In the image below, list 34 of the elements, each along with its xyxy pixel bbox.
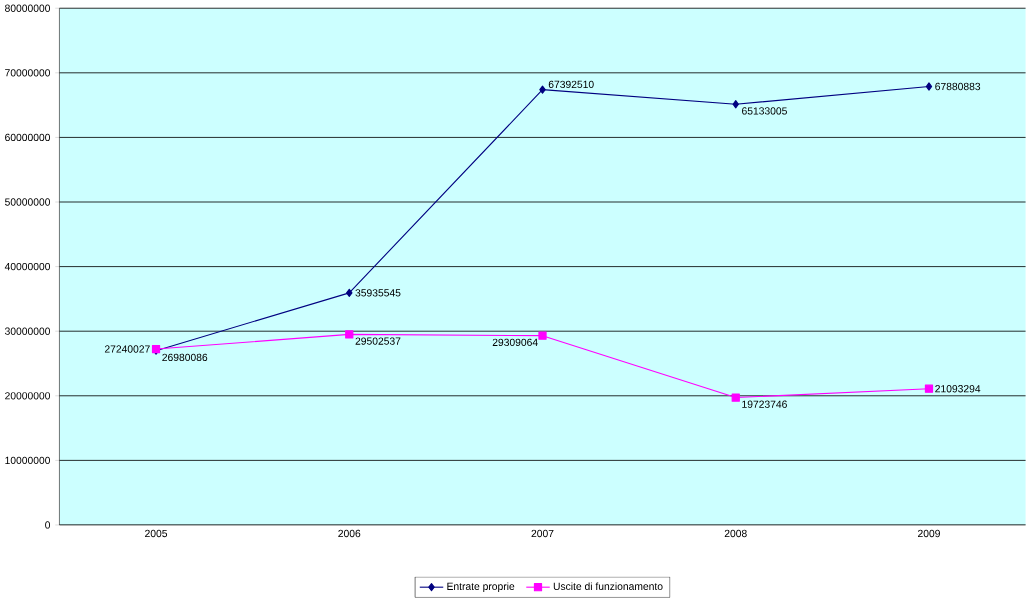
x-tick-label: 2007	[531, 529, 554, 538]
x-tick-label: 2005	[145, 529, 168, 538]
data-label: 21093294	[935, 385, 981, 393]
data-label: 35935545	[355, 289, 401, 297]
y-tick-label: 80000000	[5, 4, 51, 13]
point	[346, 288, 353, 298]
data-label: 67392510	[548, 80, 594, 89]
data-label: 29309064	[492, 338, 538, 347]
x-tick-label: 2008	[724, 529, 747, 538]
legend-label: Uscite di funzionamento	[553, 582, 663, 591]
y-tick-label: 0	[45, 521, 51, 529]
data-label: 19723746	[742, 400, 787, 409]
point	[539, 85, 546, 94]
point	[925, 82, 933, 91]
data-label: 29502537	[355, 337, 401, 345]
y-tick-label: 50000000	[5, 198, 51, 206]
y-tick-label: 40000000	[4, 263, 51, 271]
y-tick-label: 30000000	[4, 327, 51, 335]
data-label: 65133005	[742, 107, 787, 115]
y-tick-label: 60000000	[5, 133, 51, 142]
legend-label: Entrate proprie	[447, 582, 515, 593]
point	[924, 384, 934, 393]
data-label: 67880883	[935, 83, 981, 91]
point	[732, 100, 739, 109]
y-tick-label: 70000000	[5, 69, 51, 77]
x-tick-label: 2006	[338, 529, 361, 538]
y-tick-label: 20000000	[5, 392, 51, 400]
y-tick-label: 10000000	[5, 456, 51, 465]
point	[345, 330, 354, 339]
x-tick-label: 2009	[918, 529, 940, 538]
point	[731, 393, 740, 402]
data-label: 26980086	[162, 353, 208, 362]
point	[538, 331, 547, 340]
data-label: 27240027	[104, 345, 150, 353]
